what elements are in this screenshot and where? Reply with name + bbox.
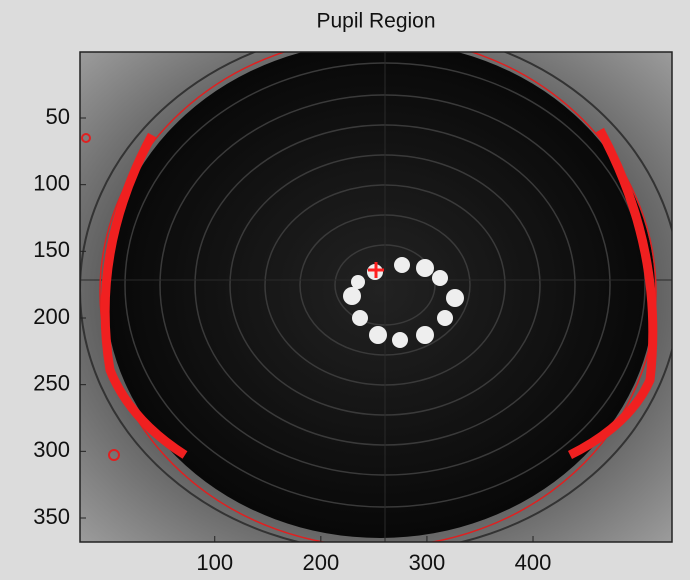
chart-title: Pupil Region (316, 10, 435, 33)
x-tick-label: 200 (302, 550, 339, 575)
image (80, 52, 672, 542)
x-tick-label: 300 (409, 550, 446, 575)
crosshair (80, 52, 672, 542)
y-tick-label: 150 (33, 237, 70, 262)
fit-ellipse (99, 52, 657, 542)
y-tick-label: 200 (33, 304, 70, 329)
y-tick-label: 300 (33, 437, 70, 462)
y-tick-label: 250 (33, 370, 70, 395)
pupil (105, 52, 655, 538)
edge-points (100, 127, 658, 460)
reflection-spots (343, 257, 464, 348)
x-tick-label: 100 (196, 550, 233, 575)
center-mark (368, 262, 384, 278)
plot-frame (79, 51, 673, 543)
y-tick-label: 50 (46, 104, 70, 129)
y-tick-label: 350 (33, 504, 70, 529)
x-tick-label: 400 (515, 550, 552, 575)
y-tick-label: 100 (33, 170, 70, 195)
